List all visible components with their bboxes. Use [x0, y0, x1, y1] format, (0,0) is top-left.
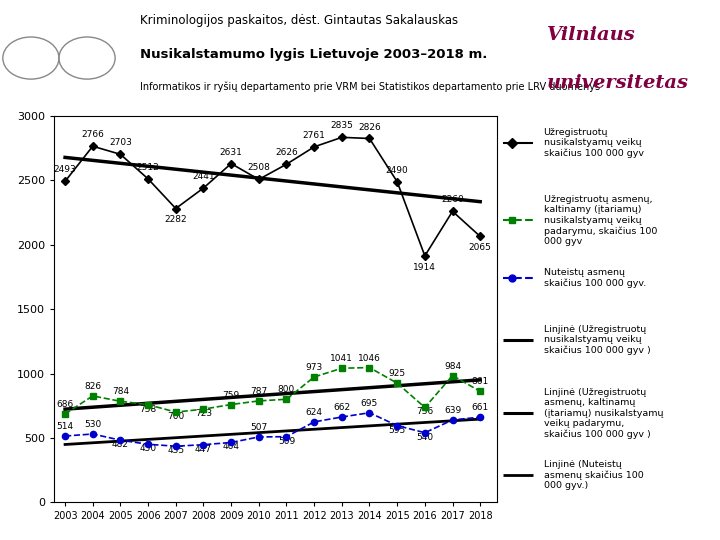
- Text: 540: 540: [416, 433, 433, 442]
- Text: 2703: 2703: [109, 138, 132, 147]
- Text: Linjinė (Nuteistų
asmenų skaičius 100
000 gyv.): Linjinė (Nuteistų asmenų skaičius 100 00…: [544, 460, 644, 490]
- Text: Informatikos ir ryšių departamento prie VRM bei Statistikos departamento prie LR: Informatikos ir ryšių departamento prie …: [140, 81, 600, 92]
- Text: Užregistruotų
nusikalstyamų veikų
skaičius 100 000 gyv: Užregistruotų nusikalstyamų veikų skaiči…: [544, 128, 644, 158]
- Text: Nuteistų asmenų
skaičius 100 000 gyv.: Nuteistų asmenų skaičius 100 000 gyv.: [544, 268, 646, 288]
- Text: 826: 826: [84, 382, 102, 391]
- Text: 507: 507: [250, 423, 267, 432]
- Text: Kriminologijos paskaitos, dėst. Gintautas Sakalauskas: Kriminologijos paskaitos, dėst. Gintauta…: [140, 14, 459, 27]
- Text: 973: 973: [305, 363, 323, 372]
- Text: 2626: 2626: [275, 148, 298, 157]
- Text: 1046: 1046: [358, 354, 381, 363]
- Text: 759: 759: [222, 390, 240, 400]
- Text: Vilniaus: Vilniaus: [547, 26, 636, 44]
- Text: 723: 723: [195, 409, 212, 418]
- Text: 514: 514: [56, 422, 73, 431]
- Text: 787: 787: [250, 387, 267, 396]
- Text: 639: 639: [444, 406, 461, 415]
- Text: 1041: 1041: [330, 354, 354, 363]
- Text: 661: 661: [472, 403, 489, 412]
- Text: Užregistruotų asmenų,
kaltinamy (įtariamų)
nusikalstyamų veikų
padarymu, skaičiu: Užregistruotų asmenų, kaltinamy (įtariam…: [544, 195, 657, 246]
- Text: 1914: 1914: [413, 263, 436, 272]
- Text: Linjinė (Užregistruotų
nusikalstyamų veikų
skaičius 100 000 gyv ): Linjinė (Užregistruotų nusikalstyamų vei…: [544, 325, 650, 355]
- Text: 2282: 2282: [164, 215, 187, 225]
- Text: 800: 800: [278, 386, 295, 394]
- Text: 2508: 2508: [248, 164, 270, 172]
- Text: 861: 861: [472, 377, 489, 387]
- Text: 700: 700: [167, 412, 184, 421]
- Text: 2065: 2065: [469, 244, 492, 252]
- Text: 2441: 2441: [192, 172, 215, 181]
- Text: 450: 450: [140, 444, 157, 453]
- Text: 2761: 2761: [302, 131, 325, 140]
- Text: 2490: 2490: [386, 166, 408, 175]
- Text: 530: 530: [84, 420, 102, 429]
- Text: 435: 435: [167, 446, 184, 455]
- Text: 2835: 2835: [330, 122, 354, 130]
- Text: 758: 758: [140, 404, 157, 414]
- Text: 686: 686: [56, 400, 73, 409]
- Text: 2512: 2512: [137, 163, 159, 172]
- Text: 695: 695: [361, 399, 378, 408]
- Text: 2826: 2826: [358, 123, 381, 132]
- Text: 2766: 2766: [81, 130, 104, 139]
- Text: 984: 984: [444, 362, 461, 370]
- Text: 595: 595: [389, 426, 406, 435]
- Text: 925: 925: [389, 369, 406, 378]
- Text: 2260: 2260: [441, 195, 464, 205]
- Text: 482: 482: [112, 440, 129, 449]
- Text: 662: 662: [333, 403, 351, 412]
- Text: universitetas: universitetas: [547, 74, 689, 92]
- Text: 509: 509: [278, 437, 295, 445]
- Text: Nusikalstamumo lygis Lietuvoje 2003–2018 m.: Nusikalstamumo lygis Lietuvoje 2003–2018…: [140, 48, 487, 60]
- Text: 2493: 2493: [54, 165, 76, 174]
- Text: Linjinė (Užregistruotų
asmenų, kaltinamų
(įtariamų) nusikalstyamų
veikų padarymu: Linjinė (Užregistruotų asmenų, kaltinamų…: [544, 388, 663, 439]
- Text: 447: 447: [195, 444, 212, 454]
- Text: 736: 736: [416, 407, 433, 416]
- Text: 784: 784: [112, 387, 129, 396]
- Text: 2631: 2631: [220, 147, 243, 157]
- Text: 624: 624: [306, 408, 323, 417]
- Text: 464: 464: [222, 442, 240, 451]
